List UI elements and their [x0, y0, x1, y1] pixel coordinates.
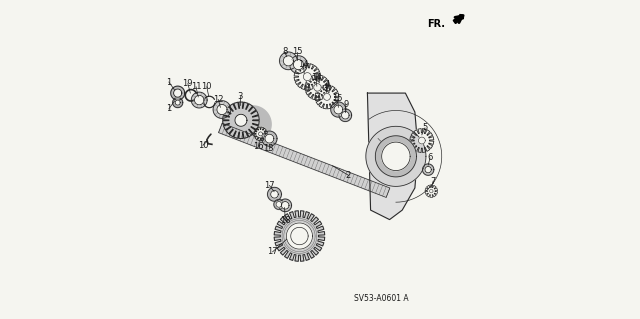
Polygon shape: [419, 137, 425, 144]
Text: 1: 1: [166, 104, 172, 113]
Polygon shape: [315, 85, 339, 109]
Polygon shape: [274, 211, 324, 261]
Polygon shape: [191, 92, 207, 108]
Polygon shape: [410, 129, 434, 152]
Text: 12: 12: [213, 95, 223, 104]
Polygon shape: [280, 52, 297, 70]
Text: 17: 17: [268, 247, 278, 256]
FancyArrow shape: [453, 15, 464, 24]
Polygon shape: [276, 202, 282, 207]
Polygon shape: [381, 142, 410, 171]
Polygon shape: [324, 93, 330, 100]
Text: SV53-A0601 A: SV53-A0601 A: [355, 294, 409, 303]
Polygon shape: [429, 189, 433, 193]
Polygon shape: [262, 131, 277, 146]
Text: 6: 6: [428, 153, 433, 162]
Text: 14: 14: [298, 60, 309, 69]
Polygon shape: [284, 56, 293, 66]
Text: 8: 8: [282, 48, 287, 56]
Text: 15: 15: [292, 48, 303, 56]
Polygon shape: [294, 60, 303, 70]
Text: FR.: FR.: [427, 19, 445, 28]
Polygon shape: [366, 126, 426, 186]
Polygon shape: [305, 75, 330, 100]
Polygon shape: [375, 136, 417, 177]
Polygon shape: [171, 86, 185, 100]
Text: 16: 16: [253, 142, 264, 151]
Polygon shape: [173, 98, 183, 108]
Polygon shape: [235, 114, 247, 126]
Polygon shape: [217, 105, 227, 115]
Polygon shape: [294, 63, 321, 90]
Polygon shape: [234, 106, 271, 143]
Polygon shape: [314, 84, 321, 91]
Polygon shape: [253, 127, 268, 141]
Polygon shape: [219, 123, 390, 197]
Polygon shape: [342, 111, 349, 119]
Text: 2: 2: [346, 171, 351, 180]
Polygon shape: [223, 102, 259, 138]
Text: 18: 18: [280, 216, 291, 225]
Text: 15: 15: [332, 94, 343, 103]
Polygon shape: [290, 56, 307, 73]
Polygon shape: [331, 102, 346, 117]
Polygon shape: [367, 93, 418, 219]
Polygon shape: [271, 190, 278, 198]
Text: 13: 13: [264, 144, 274, 153]
Text: 10: 10: [202, 82, 212, 91]
Text: 14: 14: [311, 73, 321, 82]
Text: 4: 4: [324, 80, 330, 89]
Polygon shape: [422, 164, 434, 175]
Polygon shape: [334, 105, 343, 114]
Text: 3: 3: [237, 92, 243, 101]
Polygon shape: [303, 73, 311, 81]
Polygon shape: [268, 187, 282, 201]
Text: 10: 10: [198, 141, 208, 150]
Text: 11: 11: [191, 82, 202, 91]
Polygon shape: [173, 89, 182, 97]
Polygon shape: [279, 199, 292, 212]
Polygon shape: [425, 167, 431, 173]
Text: 7: 7: [431, 176, 436, 186]
Polygon shape: [274, 199, 284, 210]
Polygon shape: [175, 100, 180, 105]
Polygon shape: [259, 132, 262, 136]
Polygon shape: [287, 223, 312, 249]
Text: 5: 5: [422, 123, 428, 132]
Polygon shape: [213, 101, 231, 118]
Polygon shape: [265, 134, 274, 143]
Text: 9: 9: [343, 100, 349, 109]
Polygon shape: [339, 109, 351, 122]
Text: 1: 1: [166, 78, 172, 86]
Polygon shape: [425, 185, 438, 197]
Polygon shape: [282, 202, 289, 209]
Polygon shape: [195, 95, 204, 105]
Text: 19: 19: [182, 79, 193, 88]
Text: 17: 17: [264, 181, 275, 190]
Polygon shape: [291, 227, 308, 245]
